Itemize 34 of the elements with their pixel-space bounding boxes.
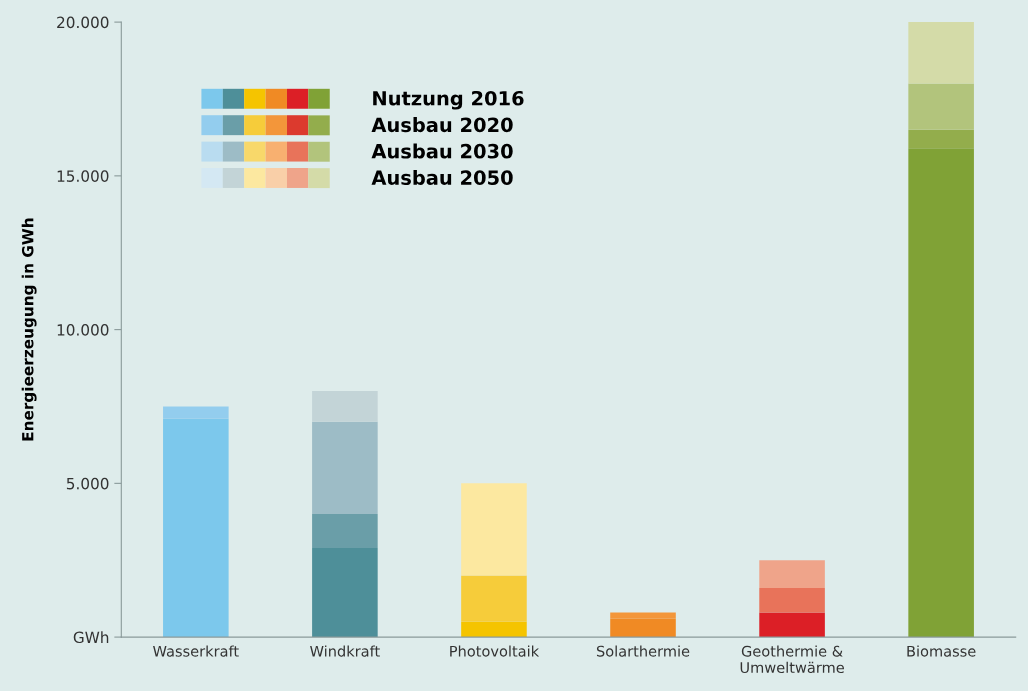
bar [461,483,527,576]
bar [908,83,974,130]
x-tick-label: Wasserkraft [153,645,239,657]
bar [759,612,825,638]
y-tick-label: GWh [73,631,109,644]
y-tick-label: 5.000 [66,477,109,490]
y-tick-label: 10.000 [57,324,109,336]
bar [908,129,974,149]
bar [312,514,378,548]
y-tick-label: 15.000 [57,170,109,182]
x-tick-label: Windkraft [310,645,380,657]
x-tick-label: Biomasse [907,645,976,657]
bar [163,406,229,419]
legend-label: Ausbau 2050 [371,169,513,185]
bar [461,575,527,622]
y-axis-title: Energieerzeugung in GWh [21,218,37,441]
bar [163,418,229,638]
bar [461,621,527,638]
x-tick-label: Geothermie & Umweltwärme [740,645,844,674]
y-tick-label: 20.000 [57,16,109,29]
legend-label: Nutzung 2016 [373,90,524,110]
legend-label: Ausbau 2020 [371,117,513,133]
bar [759,560,825,588]
bar [312,421,378,515]
bar [610,612,676,619]
bar [759,587,825,613]
bar [908,148,974,638]
bar [312,547,378,638]
x-tick-label: Solarthermie [596,645,690,657]
x-tick-label: Photovoltaik [450,645,540,657]
bar [312,391,378,422]
bar [610,618,676,638]
bar [908,22,974,84]
legend-label: Ausbau 2030 [371,143,513,159]
